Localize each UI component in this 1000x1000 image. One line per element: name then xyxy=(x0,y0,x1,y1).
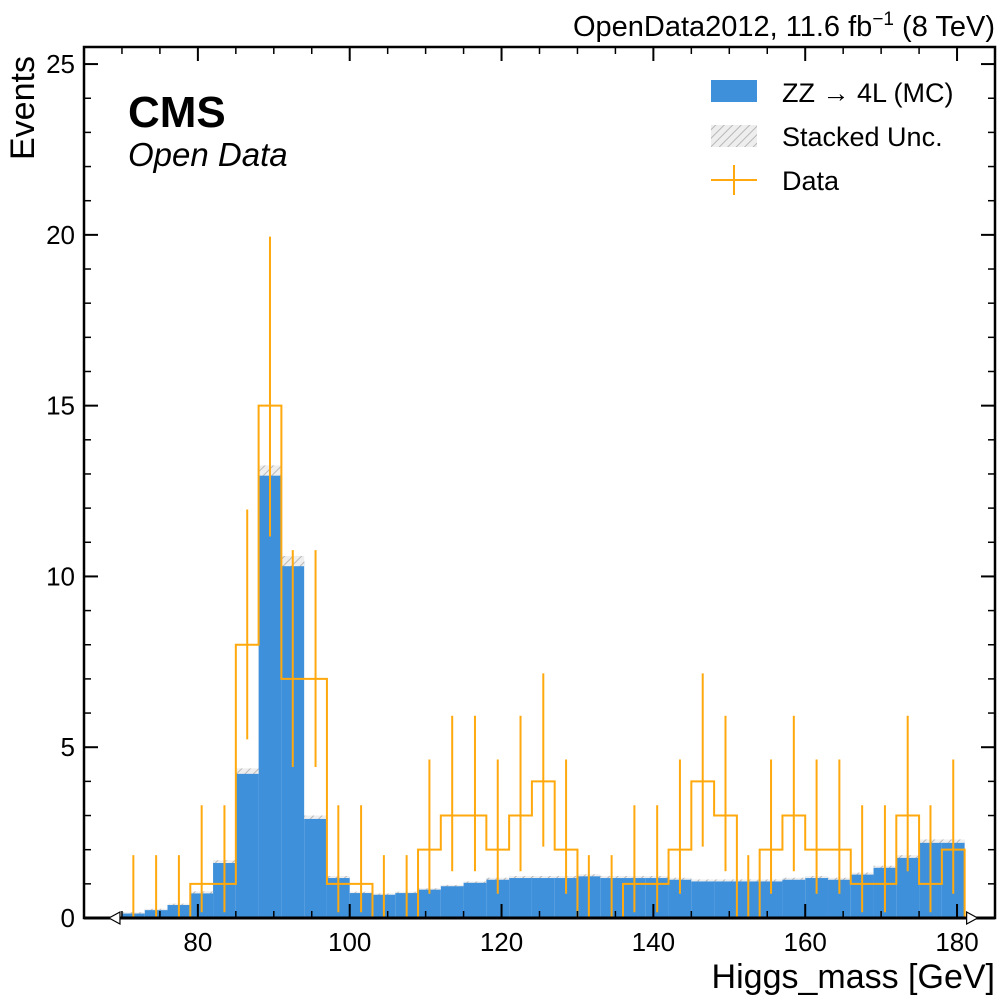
legend-mc-label: ZZ → 4L (MC) xyxy=(782,78,954,108)
plot-frame xyxy=(82,45,997,920)
mc-bar xyxy=(805,877,828,918)
unc-band xyxy=(531,875,555,879)
legend: ZZ → 4L (MC) Stacked Unc. Data xyxy=(711,78,954,196)
y-tick-label: 0 xyxy=(61,903,75,933)
x-tick-label: 140 xyxy=(632,927,675,957)
x-tick-label: 180 xyxy=(935,927,978,957)
mc-bar xyxy=(782,878,806,918)
unc-band xyxy=(509,875,532,879)
mc-bar xyxy=(418,888,441,918)
mc-bar xyxy=(896,856,920,918)
y-tick-label: 20 xyxy=(46,220,75,250)
unc-band xyxy=(235,768,259,774)
x-tick-label: 100 xyxy=(328,927,371,957)
overflow-marker xyxy=(966,910,979,926)
mc-bar xyxy=(486,878,510,918)
mc-bar xyxy=(668,878,692,918)
mc-bar xyxy=(509,877,532,918)
legend-mc-swatch xyxy=(711,80,757,102)
legend-data-label: Data xyxy=(782,166,840,196)
x-axis-title: Higgs_mass [GeV] xyxy=(712,958,995,996)
y-axis-title: Events xyxy=(4,56,42,160)
legend-unc-label: Stacked Unc. xyxy=(782,122,943,152)
mc-bar xyxy=(759,880,783,918)
open-data-label: Open Data xyxy=(128,136,288,173)
mc-bar xyxy=(554,877,578,918)
cms-label: CMS xyxy=(128,88,226,137)
legend-unc-swatch xyxy=(711,125,757,147)
overflow-markers xyxy=(84,910,995,926)
x-tick-label: 160 xyxy=(784,927,827,957)
mc-bar xyxy=(691,880,715,918)
data-series xyxy=(121,236,966,918)
mc-bar xyxy=(440,885,464,918)
underflow-marker xyxy=(107,910,121,926)
mc-bar xyxy=(304,817,327,918)
x-tick-label: 80 xyxy=(183,927,212,957)
mc-bar xyxy=(258,470,282,918)
mc-bar xyxy=(463,882,487,918)
unc-band xyxy=(782,877,806,880)
x-tick-label: 120 xyxy=(480,927,523,957)
unc-band xyxy=(691,879,715,882)
y-tick-label: 25 xyxy=(46,49,75,79)
plot-area xyxy=(121,236,966,918)
mc-bar xyxy=(827,878,851,918)
unc-band xyxy=(714,879,737,882)
axis-ticks: 80 100 120 140 160 180 0 5 10 15 20 25 xyxy=(46,47,996,957)
unc-band xyxy=(463,881,487,883)
y-tick-label: 10 xyxy=(46,561,75,591)
mc-bar xyxy=(235,771,259,918)
y-tick-label: 15 xyxy=(46,391,75,421)
mc-bar xyxy=(531,877,555,918)
mc-bar xyxy=(714,880,737,918)
luminosity-label: OpenData2012, 11.6 fb−1 (8 TeV) xyxy=(573,9,995,43)
unc-band xyxy=(304,815,327,819)
y-tick-label: 5 xyxy=(61,732,75,762)
unc-band xyxy=(440,884,464,887)
